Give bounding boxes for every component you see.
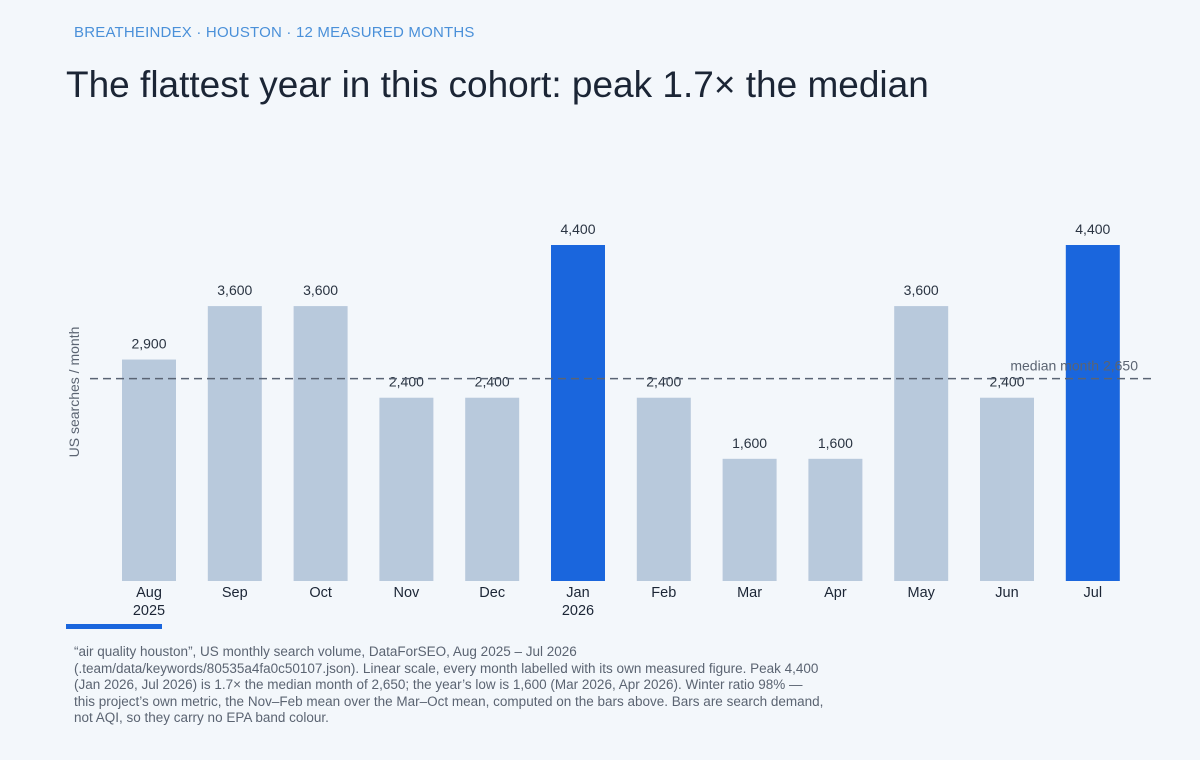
bar — [551, 245, 605, 581]
bar-value-label: 1,600 — [818, 435, 853, 451]
bar — [293, 306, 348, 581]
bar-value-label: 4,400 — [1075, 221, 1110, 237]
bar-value-label: 2,900 — [131, 336, 166, 352]
bar — [1065, 245, 1120, 581]
bar-value-label: 2,400 — [475, 374, 510, 390]
x-tick-label: Dec — [479, 585, 505, 601]
x-tick-sublabel: 2025 — [133, 603, 165, 619]
y-axis-label: US searches / month — [66, 327, 82, 458]
x-tick-label: May — [907, 585, 935, 601]
x-tick-label: Jan — [566, 585, 589, 601]
median-reference-label: median month 2,650 — [1010, 358, 1138, 374]
bar — [122, 359, 176, 581]
chart-title: The flattest year in this cohort: peak 1… — [66, 64, 929, 105]
footnote-line: this project’s own metric, the Nov–Feb m… — [74, 693, 824, 709]
x-tick-label: Nov — [394, 585, 421, 601]
x-tick-label: Feb — [651, 585, 676, 601]
x-tick-label: Jul — [1084, 585, 1103, 601]
x-tick-label: Aug — [136, 585, 162, 601]
footnote-line: “air quality houston”, US monthly search… — [74, 644, 577, 659]
footnote-line: not AQI, so they carry no EPA band colou… — [74, 710, 329, 725]
bar — [894, 306, 949, 581]
kicker: BREATHEINDEX · HOUSTON · 12 MEASURED MON… — [74, 24, 475, 41]
x-tick-label: Jun — [995, 585, 1018, 601]
bar-value-label: 2,400 — [389, 374, 424, 390]
x-tick-label: Apr — [824, 585, 847, 601]
bar — [636, 397, 691, 581]
bar-value-label: 2,400 — [646, 374, 681, 390]
footnote: “air quality houston”, US monthly search… — [74, 644, 904, 727]
bar — [379, 397, 434, 581]
footnote-line: (Jan 2026, Jul 2026) is 1.7× the median … — [74, 677, 803, 692]
bar — [808, 458, 863, 581]
bar-value-label: 1,600 — [732, 435, 767, 451]
bar-value-label: 3,600 — [217, 282, 252, 298]
footnote-line: (.team/data/keywords/80535a4fa0c50107.js… — [74, 660, 819, 676]
bar — [207, 306, 262, 581]
bar-value-label: 2,400 — [989, 374, 1024, 390]
x-tick-label: Sep — [222, 585, 248, 601]
bar-value-label: 3,600 — [303, 282, 338, 298]
x-tick-label: Oct — [309, 585, 332, 601]
accent-rule — [66, 624, 162, 629]
bar — [465, 397, 520, 581]
bar-value-label: 3,600 — [904, 282, 939, 298]
x-tick-label: Mar — [737, 585, 762, 601]
x-tick-sublabel: 2026 — [562, 603, 594, 619]
bar — [722, 458, 777, 581]
bar-value-label: 4,400 — [560, 221, 595, 237]
bar — [980, 397, 1034, 581]
bar-chart: US searches / month 2,900 Aug 2025 3,600 Sep 3… — [66, 221, 1152, 619]
